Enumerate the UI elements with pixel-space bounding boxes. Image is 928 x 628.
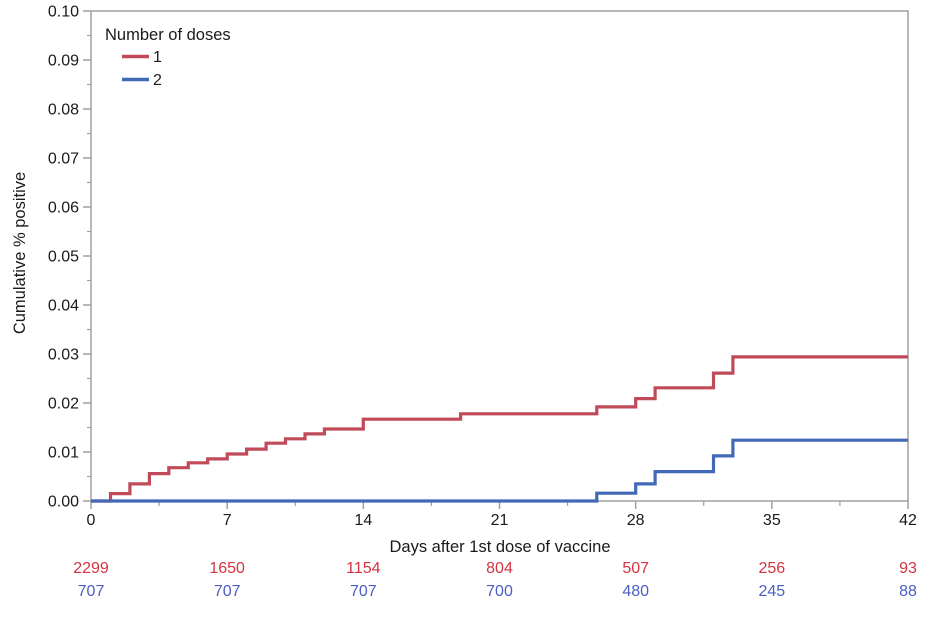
- at-risk-count-dose2: 245: [758, 583, 785, 600]
- y-axis-tick-label: 0.06: [48, 200, 79, 217]
- x-axis-tick-label: 35: [763, 512, 781, 529]
- at-risk-count-dose1: 804: [486, 560, 513, 577]
- at-risk-count-dose2: 707: [78, 583, 105, 600]
- at-risk-count-dose1: 1154: [346, 560, 381, 577]
- x-axis-tick-label: 21: [491, 512, 509, 529]
- y-axis-tick-label: 0.04: [48, 298, 79, 315]
- series-dose1-step-curve: [91, 355, 908, 503]
- y-axis-tick-label: 0.08: [48, 102, 79, 119]
- at-risk-count-dose2: 707: [214, 583, 241, 600]
- at-risk-count-dose2: 480: [622, 583, 649, 600]
- x-axis-tick-label: 42: [899, 512, 917, 529]
- at-risk-count-dose1: 507: [622, 560, 649, 577]
- y-axis-tick-label: 0.09: [48, 53, 79, 70]
- y-axis-tick-label: 0.10: [48, 4, 79, 21]
- x-axis-tick-label: 0: [87, 512, 96, 529]
- y-axis-tick-label: 0.01: [48, 445, 79, 462]
- x-axis-title: Days after 1st dose of vaccine: [389, 538, 610, 556]
- at-risk-count-dose2: 700: [486, 583, 513, 600]
- x-axis-tick-label: 28: [627, 512, 645, 529]
- at-risk-count-dose1: 1650: [209, 560, 245, 577]
- legend-title: Number of doses: [105, 26, 231, 44]
- y-axis-tick-label: 0.05: [48, 249, 79, 266]
- x-axis-tick-label: 7: [223, 512, 232, 529]
- series-dose2-step-curve: [91, 438, 908, 503]
- y-axis-tick-label: 0.02: [48, 396, 79, 413]
- legend-label-dose2: 2: [153, 72, 162, 89]
- at-risk-count-dose2: 88: [899, 583, 917, 600]
- y-axis-tick-label: 0.03: [48, 347, 79, 364]
- at-risk-count-dose2: 707: [350, 583, 377, 600]
- y-axis-title: Cumulative % positive: [11, 172, 29, 334]
- y-axis-tick-label: 0.07: [48, 151, 79, 168]
- at-risk-count-dose1: 2299: [73, 560, 109, 577]
- x-axis-tick-label: 14: [354, 512, 372, 529]
- legend-label-dose1: 1: [153, 49, 162, 66]
- legend: Number of doses 1 2: [105, 26, 231, 89]
- y-axis-tick-label: 0.00: [48, 494, 79, 511]
- at-risk-count-dose1: 256: [758, 560, 785, 577]
- plot-frame: [90, 10, 909, 502]
- at-risk-count-dose1: 93: [899, 560, 917, 577]
